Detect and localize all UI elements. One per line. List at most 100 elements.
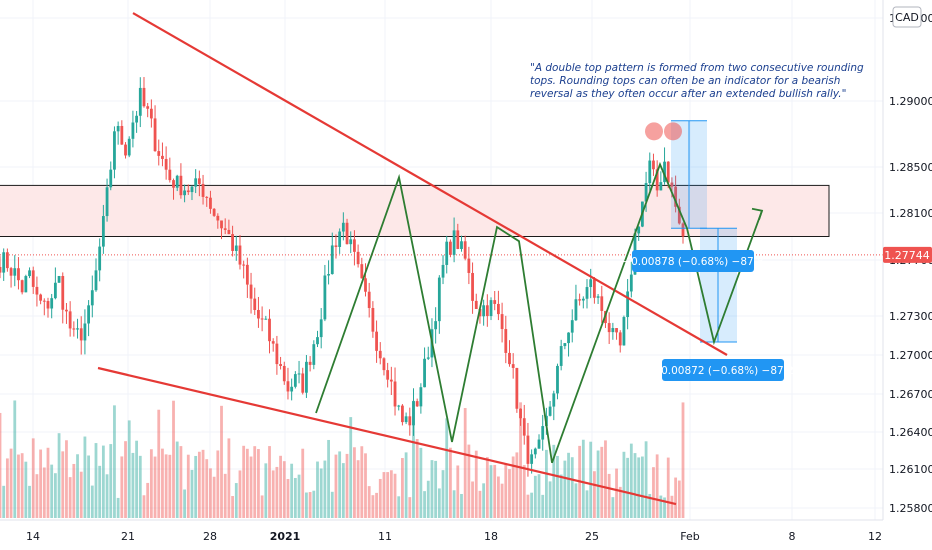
measure-tools[interactable] — [671, 120, 737, 343]
candle-body — [264, 318, 268, 320]
volume-bar — [334, 454, 338, 518]
grid — [0, 0, 883, 520]
candle-body — [482, 305, 486, 317]
x-tick-label: 12 — [868, 530, 882, 543]
volume-bar — [113, 405, 116, 518]
measure-label-1[interactable]: −0.00878 (−0.68%) −87.8 — [622, 250, 764, 272]
candle-body — [316, 337, 319, 345]
candle-body — [223, 228, 227, 230]
candle-body — [268, 318, 271, 342]
candle-body — [120, 125, 124, 145]
candle-body — [327, 274, 330, 276]
candle-body — [201, 183, 205, 197]
candle-body — [157, 151, 161, 156]
candle-body — [209, 197, 212, 209]
candle-body — [393, 381, 397, 407]
volume-bar — [50, 464, 54, 518]
time-axis[interactable]: 14 21 28 2021 11 18 25 Feb 8 12 — [0, 519, 883, 543]
volume-bar — [378, 478, 382, 518]
candle-body — [567, 332, 570, 344]
candle-body — [142, 87, 146, 107]
currency-label[interactable]: CAD — [895, 11, 919, 24]
candle-body — [666, 161, 670, 183]
x-tick-label: 28 — [203, 530, 217, 543]
candle-body — [101, 216, 105, 247]
volume-bar — [120, 456, 124, 518]
volume-bar — [404, 452, 408, 518]
candle-body — [76, 328, 79, 330]
candle-body — [28, 270, 31, 277]
lower-trendline — [97, 366, 677, 506]
candle-body — [397, 405, 401, 407]
candle-body — [323, 275, 327, 320]
candle-body — [356, 251, 360, 265]
volume-bar — [216, 450, 220, 518]
candle-body — [670, 182, 674, 187]
volume-bar — [135, 440, 138, 518]
candle-body — [618, 332, 622, 346]
candle-body — [445, 241, 449, 265]
volume-bar — [124, 441, 127, 518]
volume-bar — [31, 438, 35, 518]
currency-button[interactable]: CAD — [892, 6, 922, 28]
candle-body — [485, 305, 489, 317]
volume-bar — [526, 494, 530, 518]
candle-body — [113, 131, 116, 170]
volume-bar — [201, 449, 205, 518]
candle-body — [172, 180, 175, 188]
volume-bar — [297, 474, 301, 518]
volume-bar — [101, 445, 105, 518]
candle-body — [234, 245, 238, 251]
volume-bar — [423, 491, 426, 518]
volume-bar — [153, 456, 157, 518]
volume-bar — [401, 458, 404, 518]
candle-body — [319, 319, 323, 338]
volume-bar — [652, 467, 655, 518]
trend-drawings[interactable] — [97, 12, 764, 506]
volume-bar — [393, 473, 397, 518]
candle-body — [474, 300, 478, 309]
candle-body — [681, 223, 685, 237]
candle-body — [570, 320, 574, 333]
volume-bar — [319, 468, 323, 518]
candle-body — [556, 365, 559, 394]
candle-body — [382, 358, 386, 371]
x-tick-label: 8 — [789, 530, 796, 543]
volume-bar — [209, 468, 212, 518]
candle-body — [423, 358, 426, 388]
volume-bar — [142, 495, 146, 518]
candle-body — [463, 241, 467, 259]
volume-bar — [604, 440, 607, 518]
volume-bar — [260, 495, 264, 518]
measure-label-2[interactable]: −0.00872 (−0.68%) −87.2 — [652, 359, 794, 381]
candle-body — [622, 317, 626, 346]
volume-bar — [375, 492, 378, 518]
candle-body — [65, 309, 68, 312]
volume-bar — [441, 470, 445, 518]
candle-body — [305, 361, 308, 393]
volume-bar — [497, 476, 500, 518]
candle-body — [330, 245, 334, 275]
volume-bar — [245, 448, 249, 518]
volume-bar — [17, 454, 20, 518]
volume-bar — [493, 464, 497, 518]
volume-bar — [316, 461, 319, 518]
y-tick-label: 1.27000 — [889, 349, 932, 362]
candle-body — [581, 298, 585, 301]
volume-bar — [131, 452, 135, 518]
candle-body — [257, 309, 260, 319]
volume-bar — [511, 456, 515, 518]
volume-bar — [371, 495, 375, 518]
volume-bar — [637, 457, 641, 518]
candle-body — [161, 155, 164, 159]
candle-body — [9, 268, 13, 276]
volume-bar — [42, 467, 46, 518]
annotation-line-3: reversal as they often occur after an ex… — [530, 88, 846, 100]
candle-body — [637, 226, 641, 234]
volume-bar — [589, 441, 593, 518]
volume-bar — [53, 473, 57, 518]
candle-body — [585, 287, 589, 299]
candle-body — [386, 370, 390, 380]
